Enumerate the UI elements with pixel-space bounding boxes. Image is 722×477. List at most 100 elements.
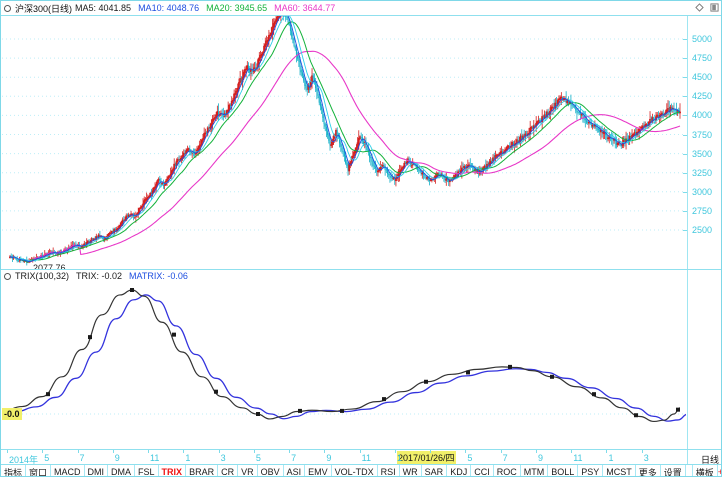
trix-zero-value-label: -0.0 xyxy=(2,408,22,420)
price-candlestick-chart xyxy=(2,16,686,266)
price-axis-tick xyxy=(683,77,687,79)
date-axis-tick xyxy=(218,450,220,453)
date-axis-tick xyxy=(42,450,44,453)
date-axis-label: 11 xyxy=(361,453,371,463)
toolbar-spacer xyxy=(685,465,693,476)
toolbar-item-vr[interactable]: VR xyxy=(238,465,258,476)
toolbar-item-macd[interactable]: MACD xyxy=(51,465,85,476)
radio-bullet-icon[interactable] xyxy=(4,4,11,12)
toolbar-item-mtm[interactable]: MTM xyxy=(520,465,549,476)
date-axis-tick xyxy=(465,450,467,453)
toolbar-layout-toggle[interactable]: 横板 xyxy=(692,465,718,476)
date-axis-tick xyxy=(394,450,396,453)
date-axis-tick xyxy=(535,450,537,453)
period-cell[interactable]: 日线 xyxy=(687,450,721,465)
matrix-value: MATRIX: -0.06 xyxy=(129,271,188,281)
ma60-readout: MA60: 3644.77 xyxy=(274,3,336,13)
selected-date-label: 2017/01/26/四 xyxy=(397,451,456,464)
indicator-toolbar[interactable]: 指标 窗口 MACD DMI DMA FSL TRIX BRAR CR VR OBV ASI EMV VO… xyxy=(1,464,721,476)
date-axis-label: 5 xyxy=(44,453,50,463)
price-axis-label: 4500 xyxy=(692,72,713,83)
date-axis-label: 2014年 xyxy=(9,455,39,465)
price-axis-tick xyxy=(683,58,687,60)
price-axis-tick xyxy=(683,191,687,193)
price-axis-label: 2500 xyxy=(692,225,713,235)
price-axis-tick xyxy=(683,39,687,40)
toolbar-zoom-in-button[interactable]: + xyxy=(717,465,721,476)
toolbar-item-roc[interactable]: ROC xyxy=(493,465,521,476)
date-axis-tick xyxy=(148,450,150,453)
toolbar-item-boll[interactable]: BOLL xyxy=(548,465,579,476)
price-axis-tick xyxy=(683,153,687,155)
trix-header: TRIX(100,32) TRIX: -0.02 MATRIX: -0.06 xyxy=(4,271,188,281)
price-axis-label: 5000 xyxy=(692,34,713,44)
toolbar-item-psy[interactable]: PSY xyxy=(578,465,604,476)
date-axis-label: 1 xyxy=(608,453,614,463)
price-axis-tick xyxy=(683,210,687,212)
date-axis-label: 3 xyxy=(220,453,226,463)
trix-y-axis xyxy=(687,270,721,449)
price-axis-label: 3000 xyxy=(692,186,713,197)
chart-header: 沪深300(日线) MA5: 4041.85 MA10: 4048.76 MA2… xyxy=(1,1,721,16)
trix-plot-area[interactable] xyxy=(2,270,686,449)
price-axis-tick xyxy=(683,115,687,117)
toolbar-item-vol-tdx[interactable]: VOL-TDX xyxy=(331,465,378,476)
toolbar-item-emv[interactable]: EMV xyxy=(305,465,332,476)
trix-indicator-panel[interactable]: TRIX(100,32) TRIX: -0.02 MATRIX: -0.06 -… xyxy=(1,269,721,449)
price-axis-tick xyxy=(683,96,687,98)
date-axis-label: 3 xyxy=(643,453,649,463)
toolbar-item-mcst[interactable]: MCST xyxy=(603,465,636,476)
toolbar-item-obv[interactable]: OBV xyxy=(257,465,284,476)
price-axis-label: 4250 xyxy=(692,91,713,102)
date-axis-label: 7 xyxy=(79,453,85,463)
toolbar-item--[interactable]: 窗口 xyxy=(26,465,52,476)
date-axis-tick xyxy=(606,450,608,453)
toolbar-item-asi[interactable]: ASI xyxy=(283,465,306,476)
candlestick-series xyxy=(9,16,681,266)
trix-series xyxy=(2,288,686,423)
price-axis-tick xyxy=(683,134,687,136)
radio-bullet-icon[interactable] xyxy=(4,272,11,280)
toolbar-item-sar[interactable]: SAR xyxy=(421,465,448,476)
date-axis-tick xyxy=(112,450,114,453)
date-axis-label: 9 xyxy=(537,453,543,463)
date-axis-label: 5 xyxy=(255,453,261,463)
date-axis-label: 11 xyxy=(573,453,583,463)
date-axis-tick xyxy=(183,450,185,453)
toolbar-item-trix[interactable]: TRIX xyxy=(158,465,187,476)
toolbar-item-rsi[interactable]: RSI xyxy=(377,465,400,476)
date-axis-tick xyxy=(324,450,326,453)
low-price-annotation: 2077.76 xyxy=(32,263,66,269)
toolbar-item--[interactable]: 更多 xyxy=(635,465,661,476)
price-y-axis: 5000 4750 4500 4250 4000 3750 3500 3250 3000 2750… xyxy=(683,16,721,269)
date-axis-tick xyxy=(7,450,8,453)
price-axis-tick xyxy=(683,172,687,174)
date-axis-label: 11 xyxy=(150,453,160,463)
price-axis-label: 4750 xyxy=(692,53,713,64)
date-axis-label: 1 xyxy=(185,453,191,463)
toolbar-item-dmi[interactable]: DMI xyxy=(84,465,109,476)
toolbar-item-dma[interactable]: DMA xyxy=(108,465,136,476)
price-chart-panel[interactable]: 5380.43 2077.76 500047504500425040003750… xyxy=(1,16,721,269)
toolbar-item-fsl[interactable]: FSL xyxy=(135,465,159,476)
price-axis-label: 3500 xyxy=(692,148,713,159)
price-plot-area[interactable] xyxy=(2,16,686,269)
date-axis-tick xyxy=(641,450,643,453)
toolbar-item-wr[interactable]: WR xyxy=(399,465,422,476)
price-axis-label: 3750 xyxy=(692,129,713,140)
toolbar-item-cci[interactable]: CCI xyxy=(471,465,494,476)
price-axis-label: 4000 xyxy=(692,110,713,121)
toolbar-item--[interactable]: 指标 xyxy=(1,465,27,476)
diamond-icon[interactable] xyxy=(695,3,704,12)
price-gridlines xyxy=(2,38,686,231)
toolbar-item-kdj[interactable]: KDJ xyxy=(447,465,472,476)
toolbar-item--[interactable]: 设置 xyxy=(660,465,686,476)
date-axis-tick xyxy=(253,450,255,453)
price-axis-label: 3250 xyxy=(692,167,713,178)
moving-average-lines xyxy=(9,16,681,263)
toolbar-item-cr[interactable]: CR xyxy=(218,465,239,476)
window-icon[interactable] xyxy=(710,3,719,12)
toolbar-item-brar[interactable]: BRAR xyxy=(186,465,219,476)
date-axis-tick xyxy=(571,450,573,453)
